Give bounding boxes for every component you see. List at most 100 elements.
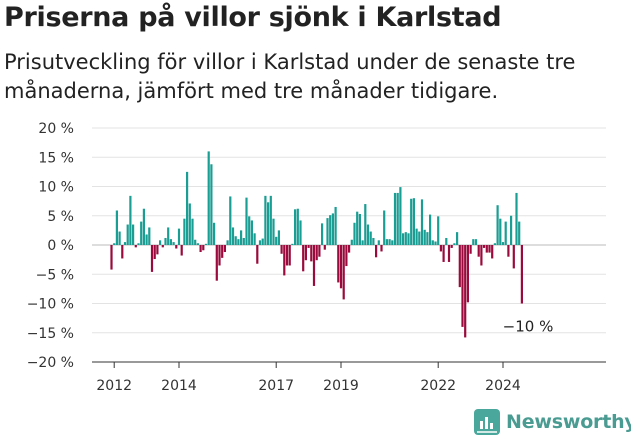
bar	[501, 242, 505, 245]
bar	[329, 215, 332, 245]
bar	[218, 245, 221, 266]
bar	[518, 221, 521, 245]
bar	[223, 245, 226, 253]
bar	[302, 245, 305, 272]
bar	[132, 224, 135, 245]
newsworthy-logo-icon	[474, 409, 500, 435]
bar	[245, 197, 248, 245]
bar	[129, 195, 132, 245]
bar	[372, 237, 375, 245]
bar	[402, 233, 405, 245]
bar	[234, 236, 237, 245]
bar	[142, 208, 145, 245]
bar	[496, 205, 499, 245]
bar	[145, 234, 148, 245]
bar	[258, 240, 262, 245]
bar	[307, 245, 310, 248]
bar	[288, 245, 291, 266]
bar	[285, 245, 289, 266]
bar	[337, 245, 340, 283]
bar	[250, 220, 253, 245]
bar	[318, 245, 321, 257]
bar	[229, 196, 232, 245]
bar	[469, 245, 472, 254]
y-tick-label: −20 %	[27, 355, 74, 371]
bar	[348, 245, 351, 253]
bar	[364, 204, 367, 245]
y-axis-ticks: 20 % 15 % 10 % 5 % 0 % −5 % −10 % −15 % −20 %	[27, 121, 74, 371]
bar	[339, 245, 343, 289]
bar	[188, 203, 191, 245]
y-tick-label: −15 %	[27, 326, 74, 342]
bar	[485, 245, 488, 253]
bar	[283, 245, 286, 276]
bar	[321, 223, 324, 245]
bar	[361, 240, 364, 245]
newsworthy-logo: Newsworthy	[474, 408, 631, 436]
bar	[226, 240, 229, 245]
bar	[488, 245, 491, 253]
bar	[183, 218, 186, 245]
bar	[240, 230, 243, 246]
bar	[461, 245, 464, 327]
bar	[331, 213, 334, 245]
bar	[499, 218, 502, 245]
bar	[353, 222, 356, 245]
y-tick-label: 0 %	[47, 238, 74, 254]
bar	[194, 239, 197, 245]
bar	[299, 220, 302, 245]
bar	[221, 245, 224, 258]
bar	[404, 232, 407, 245]
bar	[315, 245, 318, 261]
bar	[196, 243, 199, 245]
bar	[520, 245, 523, 304]
bar	[277, 230, 280, 246]
bar	[423, 229, 426, 245]
bar	[466, 245, 469, 303]
bar	[210, 164, 213, 245]
bar	[186, 171, 189, 246]
bar	[366, 224, 370, 245]
bar	[191, 218, 194, 245]
bar	[213, 222, 216, 245]
bar	[304, 245, 307, 261]
bar	[464, 245, 467, 338]
bar	[150, 245, 154, 272]
bar	[153, 245, 156, 260]
bar	[418, 231, 421, 245]
bar	[412, 198, 415, 245]
bar	[426, 232, 429, 245]
y-tick-label: 15 %	[38, 150, 74, 166]
bar	[434, 241, 437, 245]
bar	[126, 224, 129, 245]
last-value-annotation: −10 %	[503, 318, 554, 336]
bar	[167, 227, 170, 245]
bar	[512, 245, 515, 269]
bar	[458, 245, 461, 288]
bars	[110, 151, 523, 338]
bar	[123, 242, 127, 245]
bar	[199, 245, 202, 253]
bar	[385, 239, 388, 245]
y-tick-label: −10 %	[27, 297, 74, 313]
bar	[431, 240, 434, 245]
bar	[115, 210, 118, 245]
bar	[140, 221, 143, 245]
bar	[256, 245, 259, 264]
bar	[237, 239, 240, 245]
bar	[342, 245, 345, 300]
bar	[164, 237, 167, 245]
x-tick-label: 2024	[485, 378, 521, 394]
bar	[345, 245, 348, 267]
bar	[358, 213, 361, 245]
bar	[388, 239, 391, 245]
bar	[456, 232, 459, 245]
bar	[383, 210, 386, 245]
bar	[207, 151, 210, 245]
bar	[169, 239, 172, 245]
bar	[134, 245, 137, 248]
bar	[291, 243, 294, 245]
bar	[159, 240, 162, 245]
bar	[175, 245, 178, 249]
